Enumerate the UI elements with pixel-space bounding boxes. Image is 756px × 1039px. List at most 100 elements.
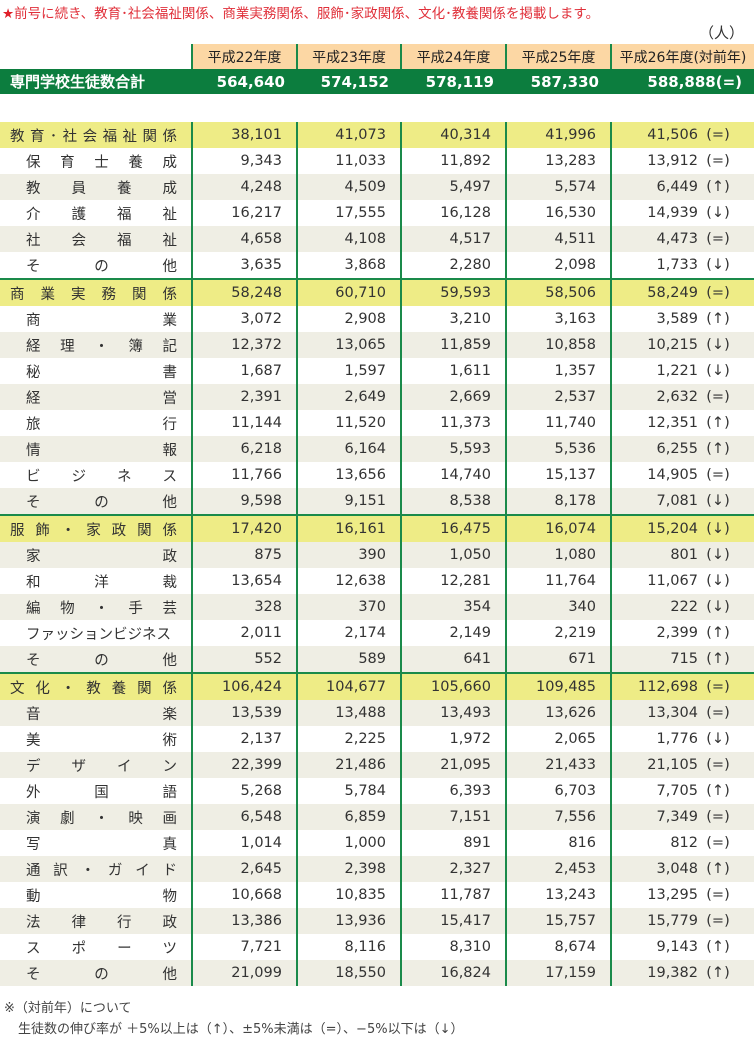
trend-indicator: (=) [706,153,730,169]
h26-cell: 812 (=) [610,830,754,856]
h26-value: 222 [670,599,698,615]
h26-value: 6,449 [656,179,698,195]
value-cell: 14,740 [400,462,506,488]
row-label: スポーツ [0,934,192,960]
value-cell: 17,420 [191,514,297,542]
value-cell: 16,161 [296,514,401,542]
row-label: 教員養成 [0,174,192,200]
h26-value: 15,204 [647,521,698,537]
h26-cell: 6,449 (↑) [610,174,754,200]
value-cell: 9,598 [191,488,297,515]
table-row: 編物・手芸 328 370 354 340 222 (↓) [0,594,754,620]
intro-text: ★前号に続き、教育･社会福祉関係、商業実務関係、服飾･家政関係、文化･教養関係を… [2,6,600,22]
unit-label: （人） [698,24,744,42]
value-cell: 370 [296,594,401,620]
h26-value: 3,048 [656,861,698,877]
value-cell: 1,611 [400,358,506,384]
value-cell: 1,687 [191,358,297,384]
h26-value: 1,733 [656,257,698,273]
value-cell: 2,649 [296,384,401,410]
header-h22: 平成22年度 [191,44,297,69]
h26-cell: 21,105 (=) [610,752,754,778]
h26-value: 715 [670,651,698,667]
value-cell: 59,593 [400,278,506,306]
header-h24: 平成24年度 [400,44,506,69]
h26-value: 58,249 [647,285,698,301]
h26-cell: 13,295 (=) [610,882,754,908]
header-table: 平成22年度 平成23年度 平成24年度 平成25年度 平成26年度(対前年) … [0,44,754,94]
value-cell: 2,327 [400,856,506,882]
h26-cell: 9,143 (↑) [610,934,754,960]
h26-cell: 13,304 (=) [610,700,754,726]
h26-cell: 14,939 (↓) [610,200,754,226]
row-label: 写真 [0,830,192,856]
h26-cell: 1,221 (↓) [610,358,754,384]
h26-value: 41,506 [647,127,698,143]
table-row: 通訳・ガイド 2,645 2,398 2,327 2,453 3,048 (↑) [0,856,754,882]
h26-value: 6,255 [656,441,698,457]
value-cell: 5,784 [296,778,401,804]
value-cell: 2,280 [400,252,506,279]
h26-cell: 14,905 (=) [610,462,754,488]
value-cell: 21,433 [505,752,611,778]
value-cell: 354 [400,594,506,620]
trend-indicator: (↑) [706,311,730,327]
h26-value: 15,779 [647,913,698,929]
data-table: 教育･社会福祉関係 38,101 41,073 40,314 41,996 41,506 (… [0,122,754,986]
value-cell: 1,000 [296,830,401,856]
value-cell: 2,669 [400,384,506,410]
value-cell: 2,137 [191,726,297,752]
value-cell: 15,757 [505,908,611,934]
trend-indicator: (↑) [706,179,730,195]
table-row: その他 552 589 641 671 715 (↑) [0,646,754,673]
total-h23: 574,152 [297,69,401,94]
table-row: その他 9,598 9,151 8,538 8,178 7,081 (↓) [0,488,754,515]
value-cell: 2,225 [296,726,401,752]
value-cell: 1,597 [296,358,401,384]
h26-value: 12,351 [647,415,698,431]
value-cell: 13,283 [505,148,611,174]
h26-cell: 7,349 (=) [610,804,754,830]
value-cell: 106,424 [191,672,297,700]
table-row: 和洋裁 13,654 12,638 12,281 11,764 11,067 (↓) [0,568,754,594]
value-cell: 12,638 [296,568,401,594]
value-cell: 16,824 [400,960,506,986]
value-cell: 1,357 [505,358,611,384]
h26-cell: 112,698 (=) [610,672,754,700]
trend-indicator: (↑) [706,965,730,981]
value-cell: 13,936 [296,908,401,934]
row-label: 外国語 [0,778,192,804]
table-row: 外国語 5,268 5,784 6,393 6,703 7,705 (↑) [0,778,754,804]
value-cell: 10,835 [296,882,401,908]
trend-indicator: (↓) [706,573,730,589]
value-cell: 11,787 [400,882,506,908]
value-cell: 15,417 [400,908,506,934]
value-cell: 6,164 [296,436,401,462]
value-cell: 9,343 [191,148,297,174]
value-cell: 11,766 [191,462,297,488]
value-cell: 3,868 [296,252,401,279]
h26-cell: 2,632 (=) [610,384,754,410]
row-label: 商業 [0,306,192,332]
table-row: ファッションビジネス 2,011 2,174 2,149 2,219 2,399 (↑) [0,620,754,646]
trend-indicator: (=) [706,389,730,405]
value-cell: 2,391 [191,384,297,410]
value-cell: 328 [191,594,297,620]
table-row: 教員養成 4,248 4,509 5,497 5,574 6,449 (↑) [0,174,754,200]
value-cell: 552 [191,646,297,673]
row-label: 商業実務関係 [0,278,192,306]
category-row: 文化・教養関係 106,424 104,677 105,660 109,485 112,6… [0,672,754,700]
table-row: 旅行 11,144 11,520 11,373 11,740 12,351 (↑) [0,410,754,436]
value-cell: 11,373 [400,410,506,436]
footnote-line-1: ※（対前年）について [4,1001,132,1016]
trend-indicator: (↑) [706,861,730,877]
value-cell: 6,218 [191,436,297,462]
h26-value: 7,349 [656,809,698,825]
table-row: 保育士養成 9,343 11,033 11,892 13,283 13,912 (=) [0,148,754,174]
h26-value: 14,939 [647,205,698,221]
table-row: ビジネス 11,766 13,656 14,740 15,137 14,905 (=) [0,462,754,488]
footnote-line-2: 生徒数の伸び率が ＋5%以上は（↑）、±5%未満は（=）、−5%以下は（↓） [18,1022,464,1037]
value-cell: 17,555 [296,200,401,226]
header-h23: 平成23年度 [296,44,401,69]
value-cell: 4,509 [296,174,401,200]
